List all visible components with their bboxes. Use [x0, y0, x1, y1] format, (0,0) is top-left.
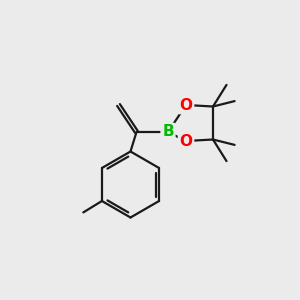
Text: O: O: [179, 134, 193, 148]
Text: O: O: [179, 98, 193, 112]
Text: B: B: [162, 124, 174, 140]
